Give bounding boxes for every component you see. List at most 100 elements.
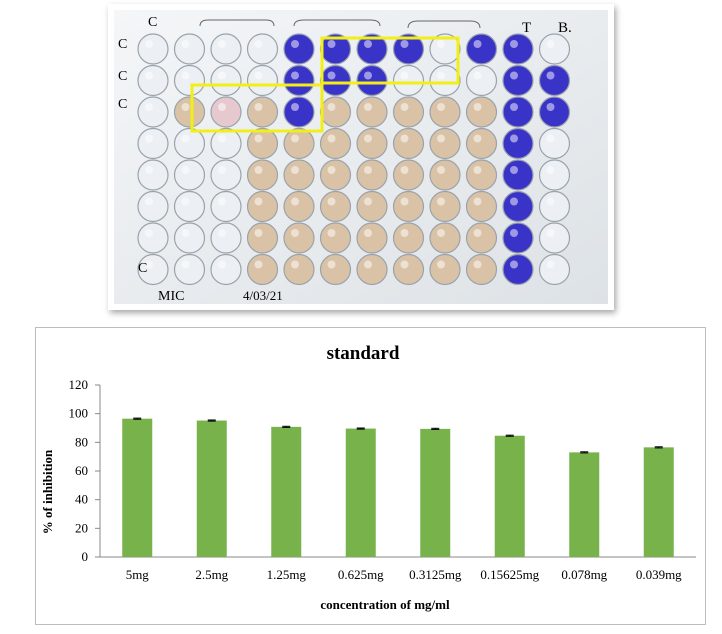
well-highlight [291,103,299,111]
well-highlight [254,40,263,48]
well [502,222,534,254]
well-highlight [218,40,226,48]
well-highlight [546,103,555,111]
well-highlight [364,229,372,237]
well [538,190,571,223]
y-tick-label: 60 [75,463,88,478]
bracket-3 [407,20,481,29]
well [356,64,388,97]
well [538,253,571,286]
well-highlight [291,166,299,174]
y-tick-label: 20 [75,520,88,535]
well [502,33,534,65]
annotation-mic: MIC [158,289,184,304]
highlight-box-top [320,36,460,85]
bar [345,428,376,557]
well [538,159,571,191]
well [173,96,206,128]
well-highlight [546,40,555,48]
well-highlight [473,40,482,48]
bar [420,428,451,557]
well-grid [137,33,571,286]
well [392,33,425,65]
well-highlight [364,197,372,206]
well-highlight [145,103,153,111]
well [283,33,315,65]
well [319,64,352,97]
well-highlight [437,260,445,269]
well-highlight [254,166,263,174]
well [173,64,206,97]
well [283,127,315,160]
well-highlight [437,40,445,48]
well [246,127,279,160]
well-highlight [510,260,518,269]
well [429,96,461,128]
well [173,253,206,286]
y-axis-label: % of inhibition [40,449,55,534]
well [137,33,169,65]
well [246,159,279,191]
well-highlight [546,197,555,206]
well-highlight [546,229,555,237]
well-highlight [254,134,263,143]
well-highlight [254,197,263,206]
well [465,159,498,191]
well-highlight [181,260,190,269]
well [319,222,352,254]
well-highlight [254,71,263,80]
well-highlight [400,103,409,111]
well [210,33,242,65]
well [356,190,388,223]
bar [494,435,525,557]
well [246,253,279,286]
well [356,253,388,286]
well-highlight [364,166,372,174]
well [356,127,388,160]
bar [271,426,302,557]
well [137,96,169,128]
well [538,33,571,65]
well [392,96,425,128]
well [283,253,315,286]
well-highlight [400,260,409,269]
well-highlight [145,260,153,269]
well [465,64,498,97]
well [356,159,388,191]
well-highlight [510,71,518,80]
y-tick-label: 40 [75,492,88,507]
well-highlight [400,40,409,48]
x-axis-label: concentration of mg/ml [320,597,450,612]
well-highlight [145,40,153,48]
x-tick-label: 0.15625mg [480,567,539,582]
well-highlight [145,229,153,237]
well-highlight [218,260,226,269]
well [429,127,461,160]
well-highlight [473,166,482,174]
well [137,127,169,160]
well [210,64,242,97]
well-highlight [437,103,445,111]
well [538,64,571,97]
well [319,253,352,286]
well-highlight [510,229,518,237]
x-tick-label: 0.3125mg [409,567,462,582]
well [502,96,534,128]
annotation-t: T [522,20,531,36]
well-highlight [181,71,190,80]
well-highlight [218,229,226,237]
well [538,96,571,128]
well [502,159,534,191]
bar [196,420,227,557]
well [538,127,571,160]
well-highlight [473,260,482,269]
well [210,96,242,128]
well-highlight [546,134,555,143]
bar [569,452,600,557]
well [538,222,571,254]
annotation-c-top: C [148,15,157,30]
well [356,96,388,128]
well [465,190,498,223]
well-highlight [145,197,153,206]
well [392,190,425,223]
